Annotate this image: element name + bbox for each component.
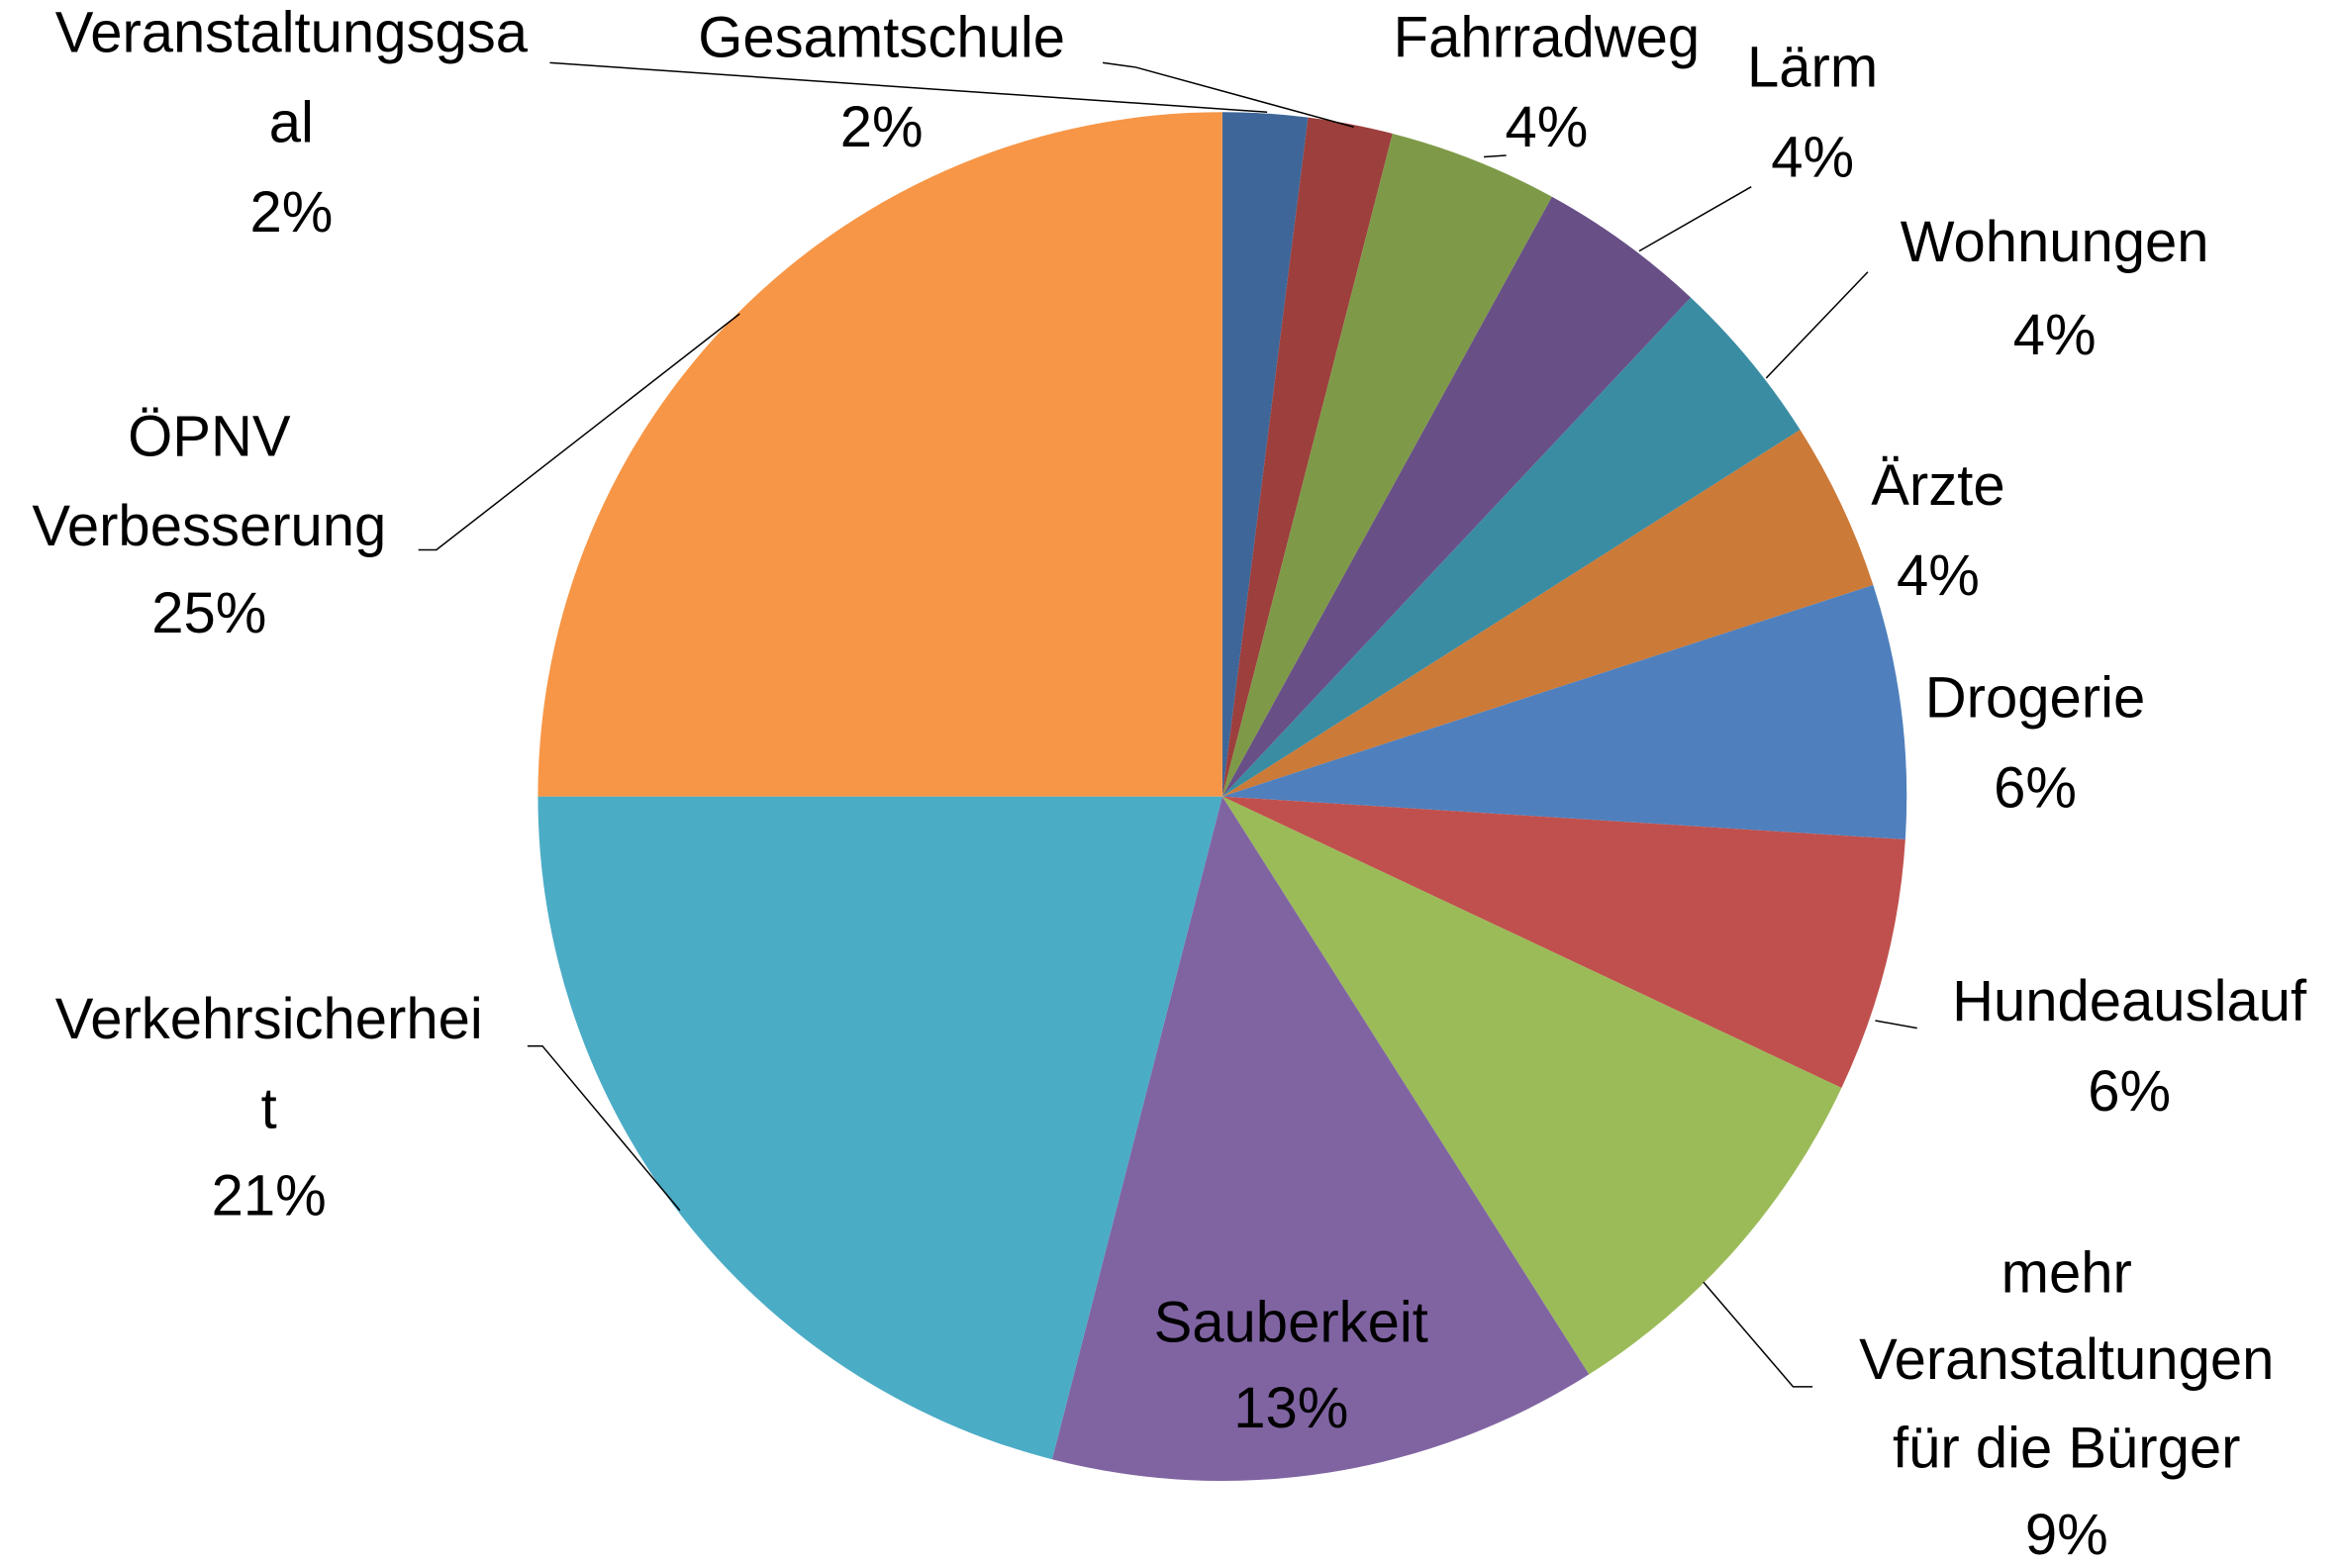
category-label: Verkehrsicherhei t xyxy=(55,987,483,1141)
leader-line xyxy=(1638,186,1752,252)
label-line: Verbesserung xyxy=(32,494,386,558)
category-label: Sauberkeit xyxy=(1154,1291,1428,1355)
value-label: 4% xyxy=(1771,125,1854,189)
pie-slice xyxy=(1221,796,1842,1375)
value-label: 2% xyxy=(249,180,333,245)
leader-line xyxy=(549,61,1268,113)
label-line: Veranstaltungen xyxy=(1859,1328,2274,1393)
category-label: Fahrradweg xyxy=(1394,6,1700,70)
label-line: Verkehrsicherhei xyxy=(55,987,483,1051)
label-line: Drogerie xyxy=(1925,666,2145,731)
value-label: 9% xyxy=(2025,1503,2108,1567)
value-label: 6% xyxy=(2088,1059,2171,1124)
pie-slice xyxy=(537,112,1222,797)
category-label: Hundeauslauf xyxy=(1952,969,2307,1033)
leader-line xyxy=(1102,61,1354,129)
leader-line xyxy=(1703,1281,1813,1388)
pie-slice xyxy=(1221,112,1309,797)
label-line: Gesamtschule xyxy=(698,6,1065,70)
category-label: Lärm xyxy=(1747,36,1878,100)
pie-slice xyxy=(1221,584,1907,840)
label-line: Lärm xyxy=(1747,36,1878,100)
pie-slice xyxy=(1221,430,1874,797)
category-label: ÖPNV Verbesserung xyxy=(32,405,386,559)
leader-line xyxy=(1765,271,1869,379)
label-line: für die Bürger xyxy=(1893,1417,2240,1481)
leader-line xyxy=(1483,154,1507,158)
leader-line xyxy=(418,313,740,551)
pie-slice xyxy=(537,796,1222,1460)
label-line: Veranstaltungsgsa xyxy=(55,1,529,65)
value-label: 6% xyxy=(1994,755,2077,820)
label-line: Ärzte xyxy=(1871,453,2004,518)
pie-slice xyxy=(1221,297,1801,797)
value-label: 4% xyxy=(2013,303,2097,367)
category-label: Drogerie xyxy=(1925,666,2145,731)
label-line: Sauberkeit xyxy=(1154,1291,1428,1355)
label-line: mehr xyxy=(2001,1241,2132,1306)
label-line: Fahrradweg xyxy=(1394,6,1700,70)
label-line: Wohnungen xyxy=(1901,210,2209,274)
pie-slice xyxy=(1221,196,1692,797)
pie-slice xyxy=(1051,796,1590,1481)
value-label: 21% xyxy=(212,1164,327,1228)
value-label: 13% xyxy=(1233,1376,1348,1440)
category-label: Gesamtschule xyxy=(698,6,1065,70)
pie-slice xyxy=(1221,133,1552,797)
leader-line xyxy=(1875,1020,1917,1029)
category-label: Veranstaltungsgsa al xyxy=(55,1,529,155)
label-line: Hundeauslauf xyxy=(1952,969,2307,1033)
value-label: 25% xyxy=(151,581,266,645)
category-label: Ärzte xyxy=(1871,453,2004,518)
value-label: 4% xyxy=(1505,95,1588,159)
leader-line xyxy=(527,1044,681,1212)
label-line: al xyxy=(269,91,314,155)
category-label: mehr Veranstaltungen für die Bürger xyxy=(1859,1241,2274,1481)
label-line: t xyxy=(261,1077,277,1141)
pie-slice xyxy=(1221,117,1393,797)
value-label: 4% xyxy=(1897,543,1980,608)
value-label: 2% xyxy=(840,95,924,159)
pie-slice xyxy=(1221,796,1905,1088)
category-label: Wohnungen xyxy=(1901,210,2209,274)
label-line: ÖPNV xyxy=(128,405,291,469)
